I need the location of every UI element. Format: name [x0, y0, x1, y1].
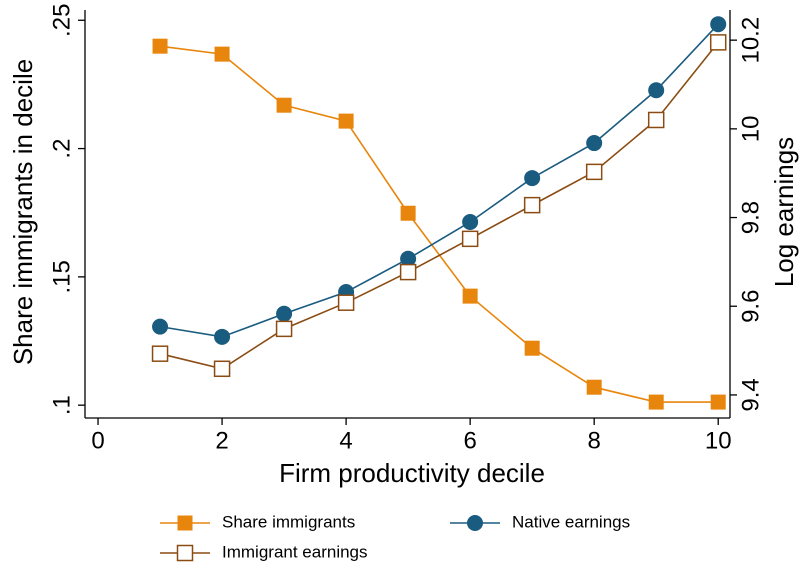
x-tick-label: 0 [91, 427, 104, 454]
point [338, 113, 354, 129]
y2-tick-label: 9.4 [737, 378, 764, 411]
x-tick-label: 2 [215, 427, 228, 454]
point [648, 82, 665, 99]
point [523, 196, 541, 214]
point [214, 46, 230, 62]
point [276, 305, 293, 322]
legend-marker [467, 515, 483, 531]
point [214, 328, 231, 345]
y2-axis-label: Log earnings [769, 137, 799, 287]
point [152, 318, 169, 335]
point [400, 250, 417, 267]
point [276, 97, 292, 113]
legend-marker [176, 544, 194, 562]
y-tick-label: .15 [48, 260, 75, 293]
point [399, 263, 417, 281]
x-tick-label: 6 [463, 427, 476, 454]
y-axis-label: Share immigrants in decile [8, 59, 38, 365]
point [213, 360, 231, 378]
y2-tick-label: 10 [737, 116, 764, 143]
legend-marker [177, 515, 193, 531]
point [462, 288, 478, 304]
series-line [159, 23, 719, 338]
legend-label: Native earnings [512, 512, 630, 531]
point [586, 135, 603, 152]
point [710, 16, 727, 33]
point [585, 163, 603, 181]
point [647, 111, 665, 129]
x-tick-label: 4 [339, 427, 352, 454]
x-axis-label: Firm productivity decile [279, 458, 545, 488]
point [462, 213, 479, 230]
point [648, 394, 664, 410]
y2-tick-label: 10.2 [737, 17, 764, 64]
point [524, 170, 541, 187]
point [586, 379, 602, 395]
x-tick-label: 8 [587, 427, 600, 454]
point [400, 205, 416, 221]
x-tick-label: 10 [705, 427, 732, 454]
y-tick-label: .1 [48, 395, 75, 415]
legend-label: Immigrant earnings [222, 542, 368, 561]
y-tick-label: .25 [48, 4, 75, 37]
point [710, 394, 726, 410]
series-line [159, 45, 719, 403]
point [337, 294, 355, 311]
y2-tick-label: 9.6 [737, 290, 764, 323]
y2-tick-label: 9.8 [737, 201, 764, 234]
series-line [159, 41, 719, 370]
point [524, 340, 540, 356]
point [275, 320, 293, 338]
point [152, 38, 168, 54]
y-tick-label: .2 [48, 139, 75, 159]
point [151, 345, 169, 362]
point [461, 230, 479, 248]
legend-label: Share immigrants [222, 512, 355, 531]
point [709, 34, 727, 51]
